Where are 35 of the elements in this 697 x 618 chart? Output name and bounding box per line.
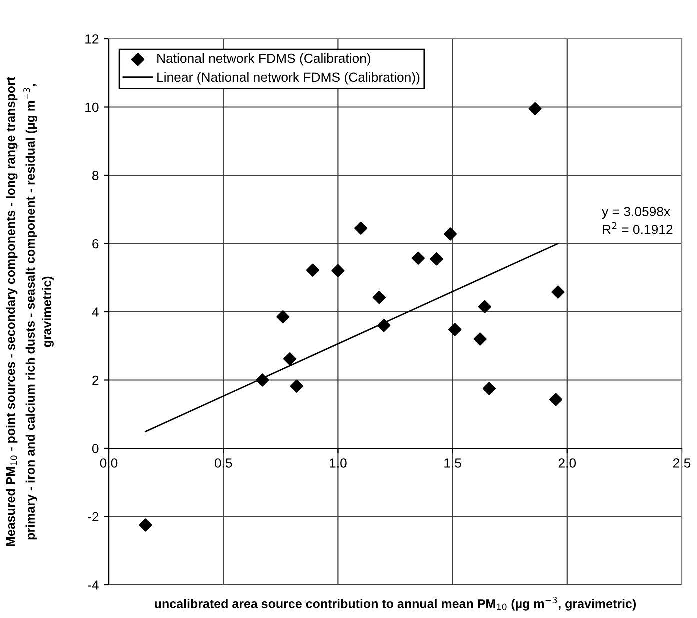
point: [528, 102, 542, 116]
point: [549, 393, 563, 406]
y-tick-label: 4: [92, 308, 99, 317]
point: [306, 264, 320, 277]
point: [482, 382, 496, 396]
point: [332, 264, 345, 278]
y-tick-label: -4: [88, 580, 99, 590]
text: Measured PM$_{10}$ - point sources - secondary components - long range transport primary - iron and calcium rich dusts - seasalt component - residual (µg m$^{−3}$, gravimetric): [6, 77, 54, 546]
point: [412, 252, 426, 266]
point: [474, 332, 487, 346]
annotation: y = 3.0598x R$^{2}$ = 0.1912: [602, 207, 673, 234]
point: [448, 323, 462, 336]
point: [430, 252, 444, 266]
legend-label: Linear (National network FDMS (Calibration)): [158, 72, 420, 85]
point: [444, 228, 458, 241]
y-tick-label: 12: [86, 34, 99, 44]
x-axis-title: uncalibrated area source contribution to annual mean PM$_{10}$ (µg m$^{−3}$, gravimetric): [155, 596, 636, 611]
y-tick-label: -2: [88, 512, 99, 522]
point: [276, 310, 290, 324]
x-tick-label: 2.5: [673, 458, 691, 468]
point: [377, 319, 391, 332]
point: [139, 518, 152, 532]
point: [283, 352, 297, 366]
point: [290, 380, 304, 393]
y-tick-label: 2: [92, 376, 99, 386]
point: [478, 300, 492, 314]
point: [552, 286, 565, 299]
point: [256, 374, 270, 387]
y-tick-label: 6: [92, 239, 99, 249]
point: [354, 222, 368, 235]
y-tick-label: 0: [92, 444, 99, 454]
point: [372, 291, 386, 304]
y-tick-label: 8: [92, 171, 99, 180]
y-tick-label: 10: [86, 102, 99, 112]
legend-label: National network FDMS (Calibration): [158, 54, 371, 66]
